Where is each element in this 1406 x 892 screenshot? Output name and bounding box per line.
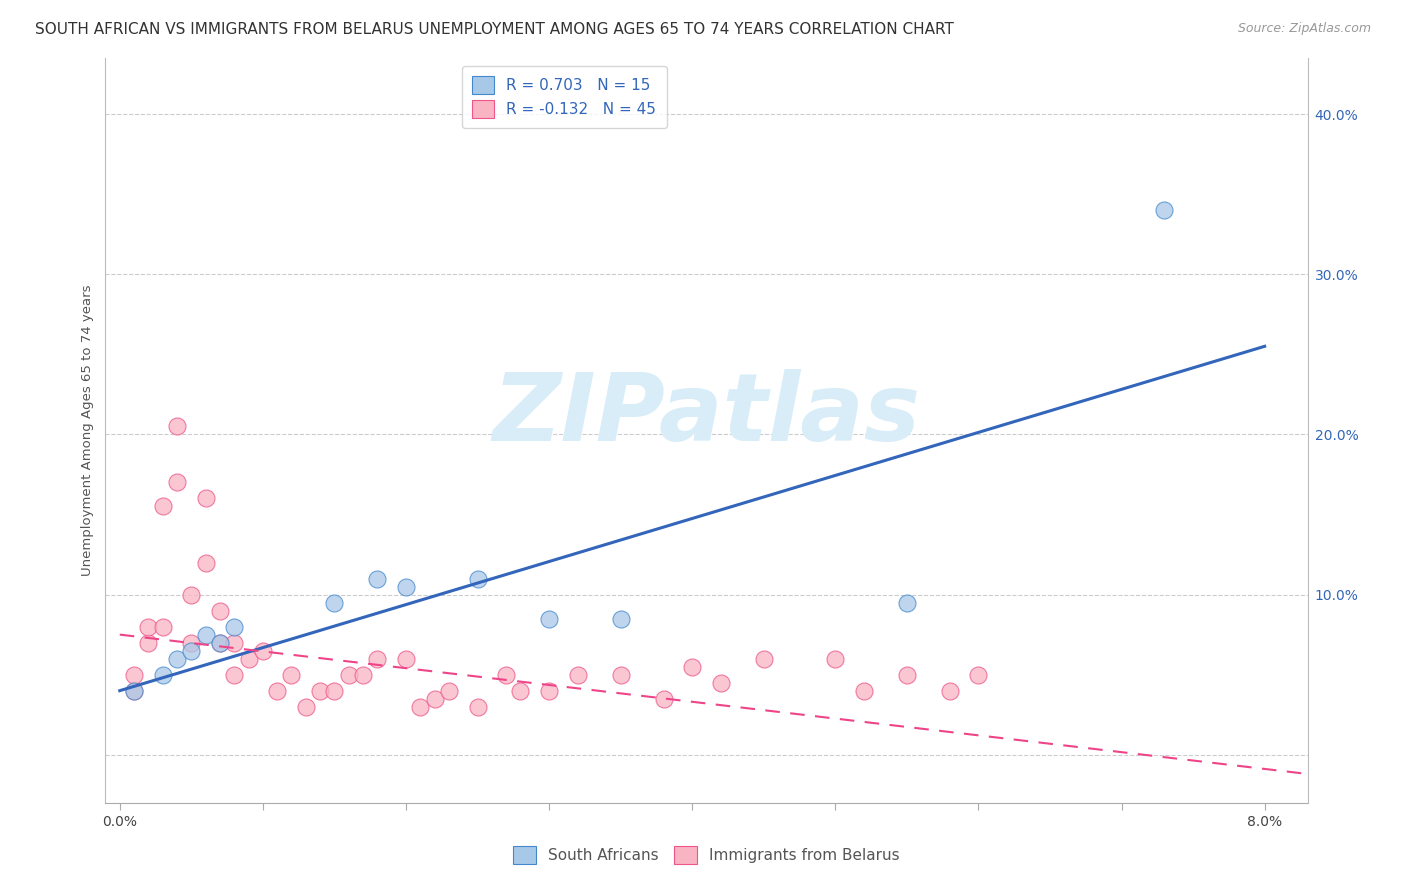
Point — [152, 619, 174, 633]
Point — [681, 659, 703, 673]
Point — [323, 683, 346, 698]
Point — [509, 683, 531, 698]
Point — [538, 683, 561, 698]
Point — [395, 580, 418, 594]
Point — [194, 556, 217, 570]
Point — [152, 667, 174, 681]
Point — [194, 491, 217, 506]
Point — [824, 651, 846, 665]
Point — [224, 635, 246, 649]
Point — [366, 572, 388, 586]
Point — [138, 619, 160, 633]
Legend: South Africans, Immigrants from Belarus: South Africans, Immigrants from Belarus — [508, 839, 905, 870]
Point — [896, 667, 918, 681]
Point — [138, 635, 160, 649]
Point — [1153, 203, 1175, 218]
Point — [152, 500, 174, 514]
Point — [366, 651, 388, 665]
Point — [208, 635, 231, 649]
Y-axis label: Unemployment Among Ages 65 to 74 years: Unemployment Among Ages 65 to 74 years — [82, 285, 94, 576]
Point — [224, 619, 246, 633]
Text: ZIPatlas: ZIPatlas — [492, 369, 921, 461]
Point — [437, 683, 460, 698]
Point — [166, 419, 188, 434]
Point — [609, 611, 631, 625]
Point — [752, 651, 775, 665]
Point — [409, 699, 432, 714]
Point — [280, 667, 302, 681]
Point — [180, 643, 202, 657]
Point — [967, 667, 990, 681]
Point — [180, 588, 202, 602]
Point — [166, 651, 188, 665]
Point — [467, 572, 489, 586]
Point — [652, 691, 675, 706]
Point — [352, 667, 374, 681]
Point — [266, 683, 288, 698]
Point — [294, 699, 316, 714]
Point — [122, 683, 145, 698]
Point — [194, 627, 217, 641]
Point — [180, 635, 202, 649]
Point — [423, 691, 446, 706]
Point — [337, 667, 360, 681]
Point — [208, 635, 231, 649]
Text: SOUTH AFRICAN VS IMMIGRANTS FROM BELARUS UNEMPLOYMENT AMONG AGES 65 TO 74 YEARS : SOUTH AFRICAN VS IMMIGRANTS FROM BELARUS… — [35, 22, 955, 37]
Point — [238, 651, 260, 665]
Point — [122, 667, 145, 681]
Point — [395, 651, 418, 665]
Point — [852, 683, 875, 698]
Point — [939, 683, 962, 698]
Point — [309, 683, 332, 698]
Point — [166, 475, 188, 490]
Point — [122, 683, 145, 698]
Point — [323, 596, 346, 610]
Point — [252, 643, 274, 657]
Point — [710, 675, 733, 690]
Point — [538, 611, 561, 625]
Text: Source: ZipAtlas.com: Source: ZipAtlas.com — [1237, 22, 1371, 36]
Point — [896, 596, 918, 610]
Point — [224, 667, 246, 681]
Point — [467, 699, 489, 714]
Point — [609, 667, 631, 681]
Point — [567, 667, 589, 681]
Point — [495, 667, 517, 681]
Point — [208, 604, 231, 618]
